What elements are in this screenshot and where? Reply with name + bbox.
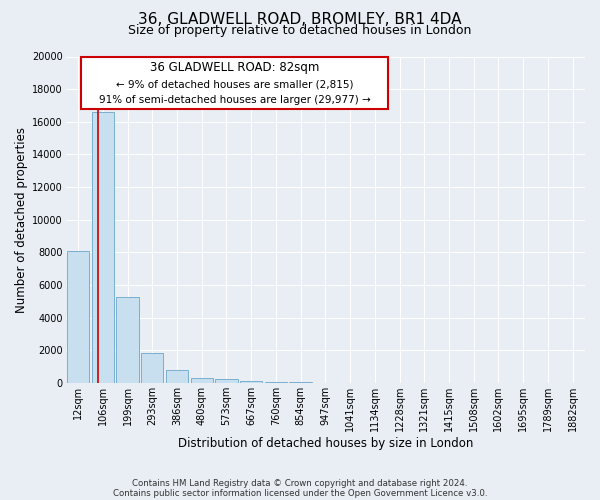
- X-axis label: Distribution of detached houses by size in London: Distribution of detached houses by size …: [178, 437, 473, 450]
- Text: 36 GLADWELL ROAD: 82sqm: 36 GLADWELL ROAD: 82sqm: [150, 62, 319, 74]
- Bar: [265, 382, 287, 383]
- Text: 91% of semi-detached houses are larger (29,977) →: 91% of semi-detached houses are larger (…: [98, 95, 370, 105]
- Text: Contains HM Land Registry data © Crown copyright and database right 2024.: Contains HM Land Registry data © Crown c…: [132, 478, 468, 488]
- Text: 36, GLADWELL ROAD, BROMLEY, BR1 4DA: 36, GLADWELL ROAD, BROMLEY, BR1 4DA: [138, 12, 462, 28]
- Bar: [166, 370, 188, 383]
- Y-axis label: Number of detached properties: Number of detached properties: [15, 127, 28, 313]
- Text: Contains public sector information licensed under the Open Government Licence v3: Contains public sector information licen…: [113, 489, 487, 498]
- FancyBboxPatch shape: [81, 56, 388, 109]
- Bar: [141, 353, 163, 383]
- Bar: [215, 379, 238, 383]
- Bar: [240, 380, 262, 383]
- Bar: [67, 251, 89, 383]
- Bar: [191, 378, 213, 383]
- Text: ← 9% of detached houses are smaller (2,815): ← 9% of detached houses are smaller (2,8…: [116, 79, 353, 89]
- Bar: [92, 112, 114, 383]
- Bar: [289, 382, 312, 383]
- Text: Size of property relative to detached houses in London: Size of property relative to detached ho…: [128, 24, 472, 37]
- Bar: [116, 296, 139, 383]
